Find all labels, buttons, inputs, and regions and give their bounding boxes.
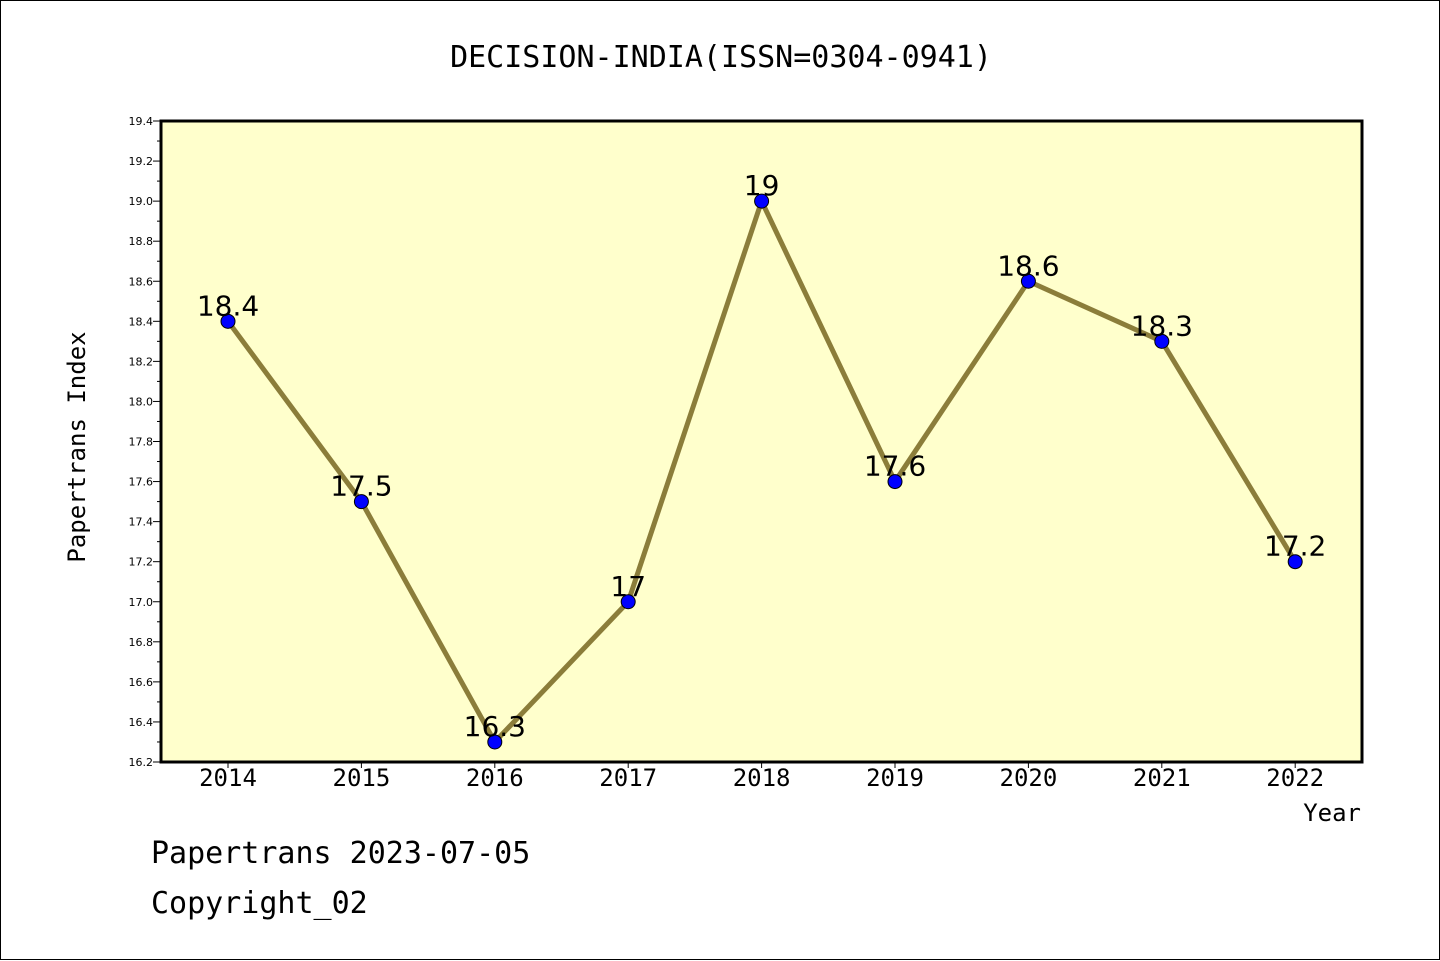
chart-title: DECISION-INDIA(ISSN=0304-0941) [450, 40, 992, 75]
data-point [487, 734, 503, 750]
data-label: 19 [744, 169, 780, 202]
x-axis: 2014 2015 2016 2017 2018 2019 2020 2021 2022 [199, 762, 1324, 792]
x-tick-label: 2018 [733, 764, 791, 792]
footer-copyright: Copyright_02 [151, 886, 368, 921]
y-tick-label: 18.8 [129, 235, 154, 248]
data-label: 16.3 [464, 710, 526, 743]
y-tick-label: 18.6 [129, 275, 154, 288]
x-tick-label: 2015 [333, 764, 391, 792]
y-tick-label: 17.2 [129, 556, 154, 569]
plot-area [159, 119, 1364, 764]
y-tick-label: 18.2 [129, 355, 154, 368]
y-tick-label: 18.4 [129, 315, 154, 328]
x-tick-label: 2016 [466, 764, 524, 792]
data-label: 18.4 [197, 289, 259, 322]
y-tick-label: 17.0 [129, 596, 154, 609]
y-tick-label: 16.8 [129, 636, 154, 649]
data-label: 17.2 [1264, 530, 1326, 563]
x-tick-label: 2019 [866, 764, 924, 792]
x-tick-label: 2021 [1133, 764, 1191, 792]
data-point [353, 494, 369, 510]
y-tick-label: 19.0 [129, 195, 154, 208]
y-tick-label: 17.6 [129, 476, 154, 489]
data-markers [220, 193, 1303, 750]
y-axis-label: Papertrans Index [63, 331, 91, 562]
data-label: 17.5 [330, 470, 392, 503]
data-point [754, 193, 770, 209]
y-axis: 16.2 16.4 16.6 16.8 17.0 17.2 17.4 17.6 17.8 18.0… [129, 115, 161, 769]
y-tick-label: 17.8 [129, 436, 154, 449]
y-tick-label: 17.4 [129, 516, 154, 529]
data-point [1020, 273, 1036, 289]
data-point [887, 474, 903, 490]
data-label: 17 [610, 570, 646, 603]
y-tick-label: 18.0 [129, 395, 154, 408]
data-label: 17.6 [864, 450, 926, 483]
x-axis-label: Year [1303, 799, 1361, 827]
footer-date: Papertrans 2023-07-05 [151, 836, 531, 871]
x-tick-label: 2022 [1266, 764, 1324, 792]
data-labels: 18.4 17.5 16.3 17 19 17.6 18.6 18.3 17.2 [197, 169, 1327, 743]
y-tick-label: 16.4 [129, 716, 154, 729]
y-tick-label: 16.6 [129, 676, 154, 689]
x-tick-label: 2014 [199, 764, 257, 792]
data-point [220, 313, 236, 329]
x-tick-label: 2017 [599, 764, 657, 792]
data-label: 18.6 [997, 249, 1059, 282]
x-tick-label: 2020 [1000, 764, 1058, 792]
data-point [1287, 554, 1303, 570]
data-point [1154, 333, 1170, 349]
y-tick-label: 16.2 [129, 756, 154, 769]
y-tick-label: 19.2 [129, 155, 154, 168]
data-label: 18.3 [1131, 309, 1193, 342]
data-point [620, 594, 636, 610]
y-tick-label: 19.4 [129, 115, 154, 128]
